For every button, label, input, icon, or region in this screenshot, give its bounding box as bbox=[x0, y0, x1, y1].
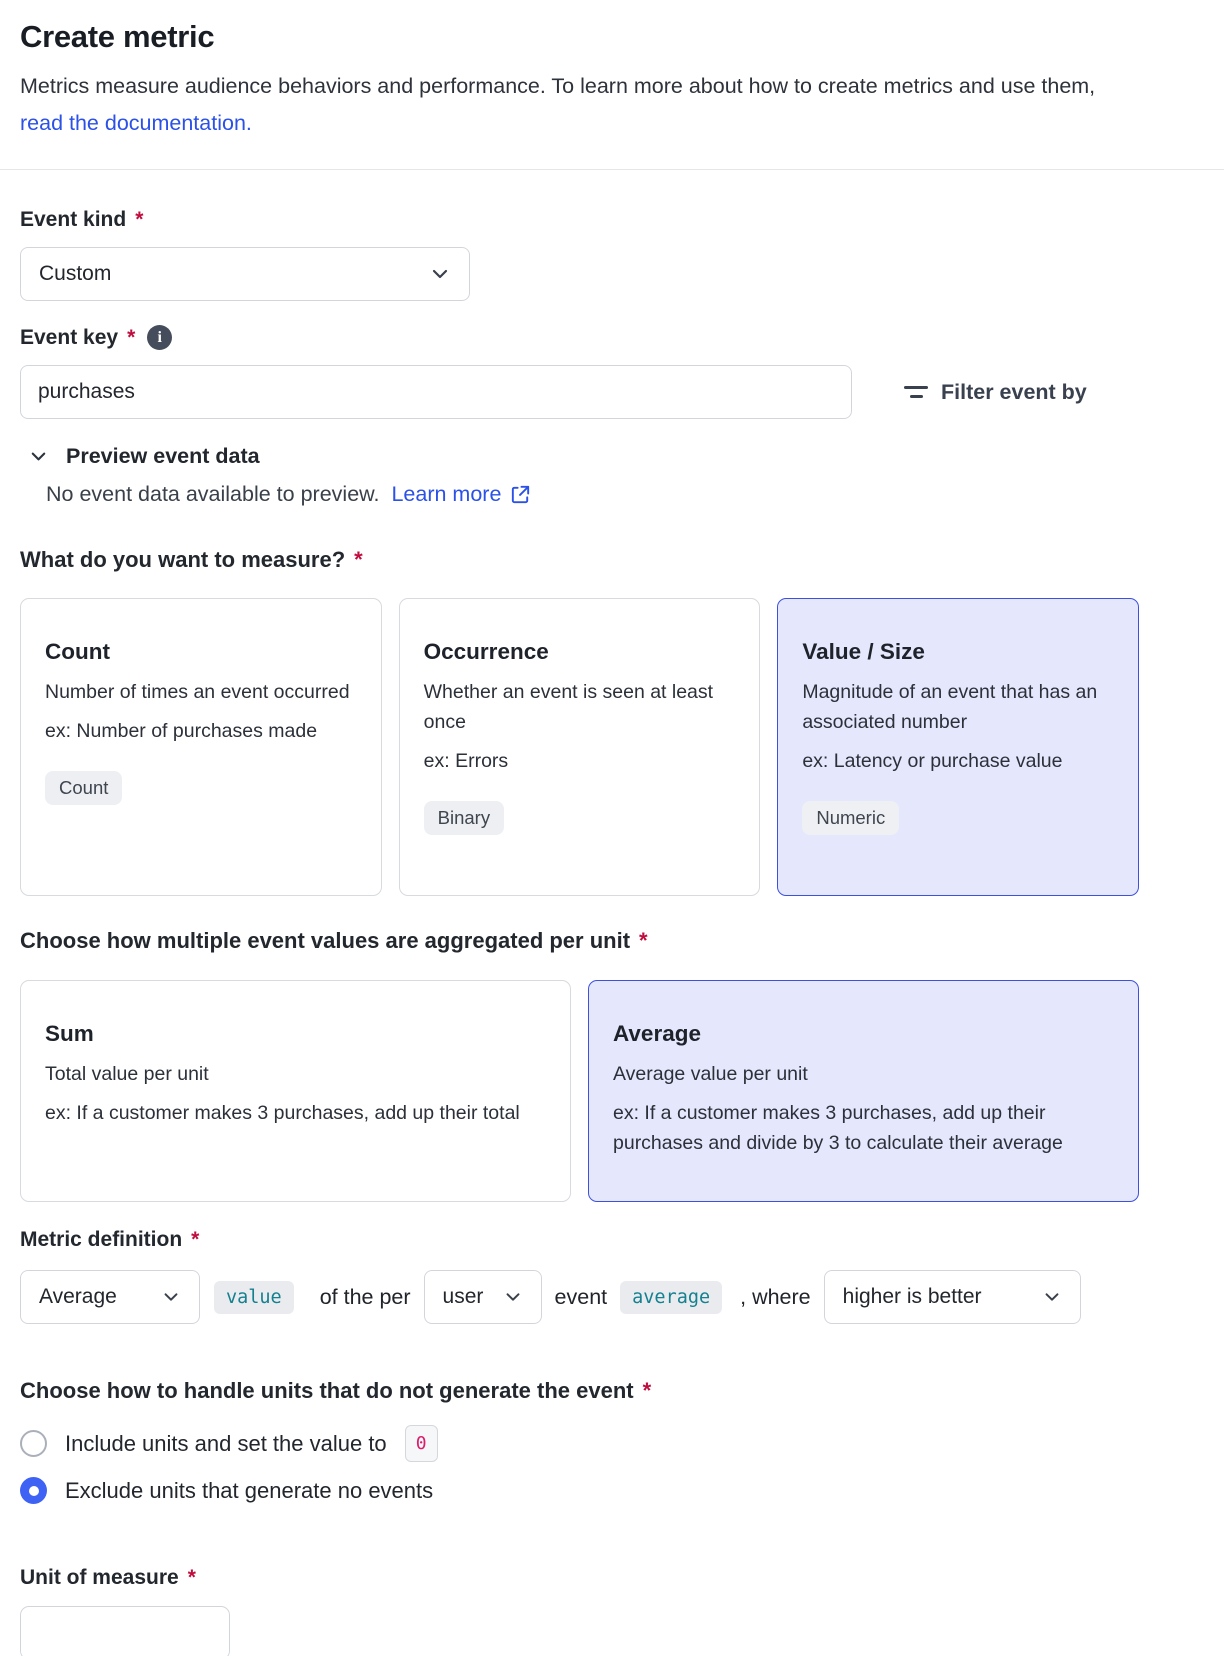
average-code-chip: average bbox=[620, 1280, 723, 1314]
filter-event-by-button[interactable]: Filter event by bbox=[904, 380, 1087, 405]
required-asterisk: * bbox=[354, 547, 363, 572]
card-title: Occurrence bbox=[423, 639, 549, 664]
measure-card-count[interactable]: Count Number of times an event occurred … bbox=[20, 598, 382, 896]
card-badge: Count bbox=[45, 771, 123, 805]
required-asterisk: * bbox=[127, 325, 136, 349]
unit-select[interactable]: user bbox=[423, 1270, 542, 1324]
card-description: Average value per unit bbox=[613, 1063, 808, 1085]
documentation-link[interactable]: read the documentation. bbox=[20, 111, 252, 135]
event-kind-label: Event kind * bbox=[20, 208, 144, 231]
event-kind-select[interactable]: Custom bbox=[20, 247, 470, 301]
aggregation-card-sum[interactable]: Sum Total value per unit ex: If a custom… bbox=[20, 980, 571, 1202]
aggregation-section-label: Choose how multiple event values are agg… bbox=[20, 928, 648, 953]
info-icon[interactable]: i bbox=[147, 325, 173, 350]
required-asterisk: * bbox=[642, 1378, 652, 1403]
unit-of-measure-label: Unit of measure * bbox=[20, 1566, 196, 1589]
default-value-box[interactable]: 0 bbox=[404, 1425, 438, 1462]
unit-of-measure-input[interactable] bbox=[20, 1606, 230, 1656]
learn-more-link[interactable]: Learn more bbox=[391, 482, 502, 506]
radio-label: Include units and set the value to bbox=[65, 1430, 387, 1456]
chevron-down-icon bbox=[432, 269, 448, 279]
metric-definition-label: Metric definition * bbox=[20, 1228, 200, 1251]
card-example: ex: If a customer makes 3 purchases, add… bbox=[613, 1102, 1063, 1154]
card-example: ex: Errors bbox=[423, 750, 509, 772]
card-description: Whether an event is seen at least once bbox=[423, 681, 714, 733]
preview-empty-state: No event data available to preview. Lear… bbox=[46, 482, 1204, 507]
required-asterisk: * bbox=[135, 208, 144, 231]
description-text: Metrics measure audience behaviors and p… bbox=[20, 74, 1096, 98]
event-key-row: Filter event by bbox=[20, 350, 1204, 419]
card-badge: Numeric bbox=[802, 801, 900, 835]
aggregation-cards: Sum Total value per unit ex: If a custom… bbox=[20, 980, 1139, 1202]
chevron-down-icon bbox=[31, 452, 46, 461]
value-code-chip: value bbox=[214, 1280, 294, 1314]
measure-section-label: What do you want to measure? * bbox=[20, 547, 363, 572]
card-example: ex: If a customer makes 3 purchases, add… bbox=[45, 1102, 520, 1124]
exclude-units-radio[interactable] bbox=[20, 1477, 47, 1504]
external-link-icon bbox=[512, 485, 530, 504]
aggregation-card-average[interactable]: Average Average value per unit ex: If a … bbox=[588, 980, 1139, 1202]
definition-text: of the per bbox=[319, 1284, 411, 1309]
card-description: Magnitude of an event that has an associ… bbox=[802, 681, 1098, 733]
required-asterisk: * bbox=[187, 1566, 196, 1589]
event-key-label: Event key * i bbox=[20, 325, 1204, 350]
card-title: Average bbox=[613, 1021, 701, 1046]
required-asterisk: * bbox=[191, 1228, 200, 1251]
chevron-down-icon bbox=[1045, 1293, 1059, 1301]
required-asterisk: * bbox=[639, 928, 648, 953]
definition-text: event bbox=[554, 1284, 608, 1309]
card-title: Count bbox=[45, 639, 110, 664]
include-units-radio[interactable] bbox=[20, 1430, 47, 1457]
preview-title: Preview event data bbox=[66, 444, 260, 468]
page-title: Create metric bbox=[20, 19, 215, 54]
card-title: Value / Size bbox=[802, 639, 925, 664]
chevron-down-icon bbox=[506, 1293, 520, 1301]
card-title: Sum bbox=[45, 1021, 94, 1046]
event-key-input[interactable] bbox=[20, 365, 852, 419]
measure-card-occurrence[interactable]: Occurrence Whether an event is seen at l… bbox=[398, 598, 761, 896]
radio-label: Exclude units that generate no events bbox=[65, 1477, 434, 1503]
measure-card-value-size[interactable]: Value / Size Magnitude of an event that … bbox=[777, 598, 1139, 896]
units-handling-label: Choose how to handle units that do not g… bbox=[20, 1378, 652, 1403]
metric-definition-row: Average value of the per user event aver… bbox=[20, 1270, 1204, 1324]
header-divider bbox=[0, 169, 1224, 170]
card-example: ex: Latency or purchase value bbox=[802, 750, 1063, 772]
card-description: Total value per unit bbox=[45, 1063, 209, 1085]
preview-event-data-toggle[interactable]: Preview event data bbox=[20, 444, 1204, 469]
definition-text: , where bbox=[740, 1284, 811, 1309]
success-direction-select[interactable]: higher is better bbox=[823, 1270, 1081, 1324]
card-description: Number of times an event occurred bbox=[45, 681, 350, 703]
filter-button-label: Filter event by bbox=[941, 379, 1087, 404]
include-units-option: Include units and set the value to 0 bbox=[20, 1425, 1204, 1462]
measure-cards: Count Number of times an event occurred … bbox=[20, 598, 1139, 896]
filter-icon bbox=[904, 386, 928, 398]
exclude-units-option: Exclude units that generate no events bbox=[20, 1477, 1204, 1504]
card-badge: Binary bbox=[423, 801, 505, 835]
card-example: ex: Number of purchases made bbox=[45, 720, 318, 742]
preview-empty-text: No event data available to preview. bbox=[46, 482, 380, 506]
chevron-down-icon bbox=[164, 1293, 178, 1301]
aggregation-select[interactable]: Average bbox=[20, 1270, 200, 1324]
page-description: Metrics measure audience behaviors and p… bbox=[20, 68, 1130, 142]
event-kind-value: Custom bbox=[39, 262, 112, 285]
